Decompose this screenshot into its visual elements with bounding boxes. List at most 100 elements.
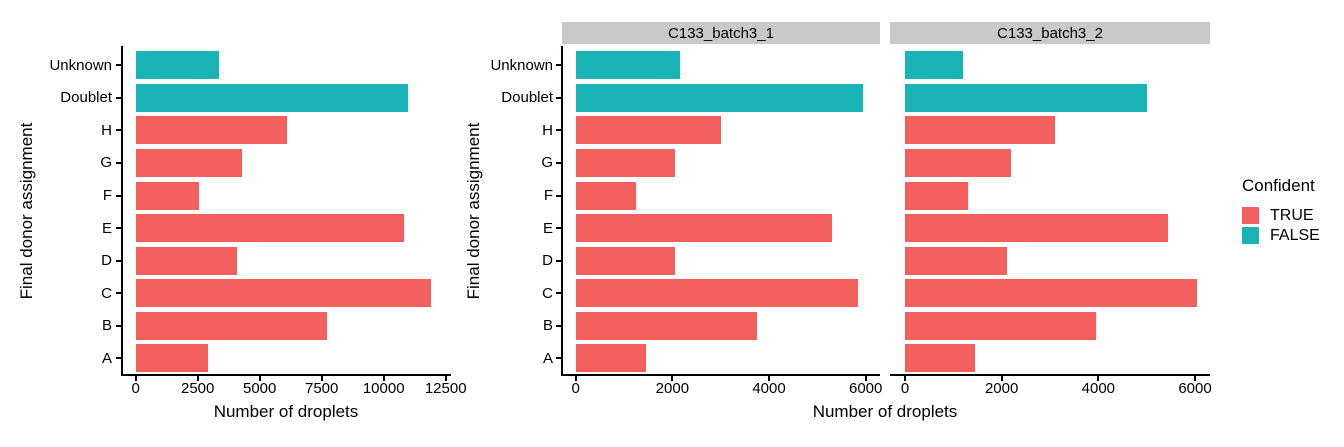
- x-tick-mark: [1194, 376, 1196, 381]
- bar-b: [135, 311, 327, 340]
- y-tick-mark: [115, 194, 121, 197]
- bar-e: [575, 214, 832, 243]
- x-tick-mark: [671, 376, 674, 381]
- x-tick-label: 2000: [655, 380, 690, 397]
- bar-g: [135, 148, 243, 177]
- legend-swatch-false: [1242, 227, 1259, 244]
- facet-strip-label: C133_batch3_1: [668, 24, 774, 42]
- y-axis-label: Doublet: [501, 89, 553, 107]
- bar-d: [135, 246, 238, 275]
- x-tick-label: 4000: [752, 380, 786, 397]
- bar-h: [905, 116, 1055, 145]
- bar-unknown: [575, 51, 680, 80]
- y-axis-label: F: [102, 187, 112, 205]
- y-tick-mark: [555, 64, 561, 67]
- bar-g: [905, 148, 1012, 177]
- y-axis-label: A: [101, 349, 112, 367]
- bar-c: [135, 279, 431, 308]
- bar-c: [905, 279, 1198, 308]
- bar-c: [575, 279, 859, 308]
- legend-swatch-true: [1242, 207, 1259, 224]
- x-tick-mark: [768, 376, 771, 381]
- x-tick-label: 4000: [1081, 380, 1116, 397]
- x-tick-label: 7500: [305, 380, 339, 397]
- y-axis-label: Doublet: [60, 89, 112, 107]
- x-tick-label: 0: [900, 380, 910, 397]
- x-tick-mark: [258, 376, 261, 381]
- bar-g: [575, 148, 675, 177]
- x-axis-line: [560, 373, 880, 376]
- x-tick-label: 6000: [849, 380, 883, 397]
- bar-a: [575, 344, 646, 373]
- legend: Confident TRUE FALSE: [1242, 177, 1344, 247]
- y-tick-mark: [115, 64, 121, 67]
- facet-strip-c133-batch3-1: C133_batch3_1: [562, 22, 880, 44]
- x-tick-mark: [196, 376, 199, 381]
- y-tick-mark: [555, 194, 561, 197]
- bar-d: [575, 246, 675, 275]
- x-tick-mark: [134, 376, 137, 381]
- x-axis-line: [120, 373, 451, 376]
- legend-item-label: FALSE: [1270, 227, 1320, 244]
- y-tick-mark: [115, 161, 121, 164]
- bar-f: [575, 181, 637, 210]
- bar-f: [135, 181, 199, 210]
- y-axis-label: D: [542, 252, 553, 270]
- bar-b: [905, 311, 1096, 340]
- bar-a: [135, 344, 208, 373]
- legend-item-true: TRUE: [1242, 207, 1344, 224]
- x-tick-label: 6000: [1178, 380, 1212, 397]
- bar-doublet: [135, 83, 409, 112]
- x-tick-label: 10000: [362, 380, 405, 397]
- bar-unknown: [135, 51, 219, 80]
- x-tick-mark: [1097, 376, 1100, 381]
- y-tick-mark: [115, 292, 121, 295]
- x-axis-title-left: Number of droplets: [213, 402, 359, 421]
- y-axis-label: B: [101, 317, 112, 335]
- legend-item-label: TRUE: [1270, 207, 1314, 224]
- y-axis-label: H: [542, 121, 553, 139]
- y-axis-label: H: [101, 121, 112, 139]
- x-tick-label: 2000: [984, 380, 1019, 397]
- y-axis-label: E: [542, 219, 553, 237]
- y-axis-label: E: [101, 219, 112, 237]
- y-tick-mark: [555, 129, 561, 132]
- x-tick-mark: [1000, 376, 1003, 381]
- y-tick-mark: [555, 259, 561, 262]
- facet-strip-label: C133_batch3_2: [997, 24, 1103, 42]
- x-tick-label: 5000: [243, 380, 277, 397]
- bar-e: [135, 214, 404, 243]
- x-tick-label: 12500: [424, 380, 467, 397]
- y-axis-label: G: [541, 154, 553, 172]
- x-axis-title-facets: Number of droplets: [812, 402, 958, 421]
- y-axis-label: D: [101, 252, 112, 270]
- x-tick-mark: [864, 376, 867, 381]
- y-tick-mark: [555, 227, 561, 230]
- y-tick-mark: [115, 227, 121, 230]
- y-tick-mark: [115, 96, 121, 99]
- y-axis-label: C: [542, 284, 553, 302]
- y-axis-line: [120, 46, 123, 376]
- y-tick-mark: [115, 259, 121, 262]
- x-tick-mark: [574, 376, 577, 381]
- bar-doublet: [575, 83, 864, 112]
- y-axis-label: F: [543, 187, 553, 205]
- y-tick-mark: [555, 161, 561, 164]
- x-tick-mark: [904, 376, 906, 381]
- bar-f: [905, 181, 968, 210]
- y-tick-mark: [555, 96, 561, 99]
- y-tick-mark: [555, 292, 561, 295]
- bar-unknown: [905, 51, 963, 80]
- y-axis-label: C: [101, 284, 112, 302]
- y-tick-mark: [555, 324, 561, 327]
- legend-title: Confident: [1242, 176, 1315, 195]
- bar-doublet: [905, 83, 1147, 112]
- y-axis-label: A: [542, 349, 553, 367]
- bar-d: [905, 246, 1007, 275]
- legend-item-false: FALSE: [1242, 227, 1344, 244]
- y-tick-mark: [115, 324, 121, 327]
